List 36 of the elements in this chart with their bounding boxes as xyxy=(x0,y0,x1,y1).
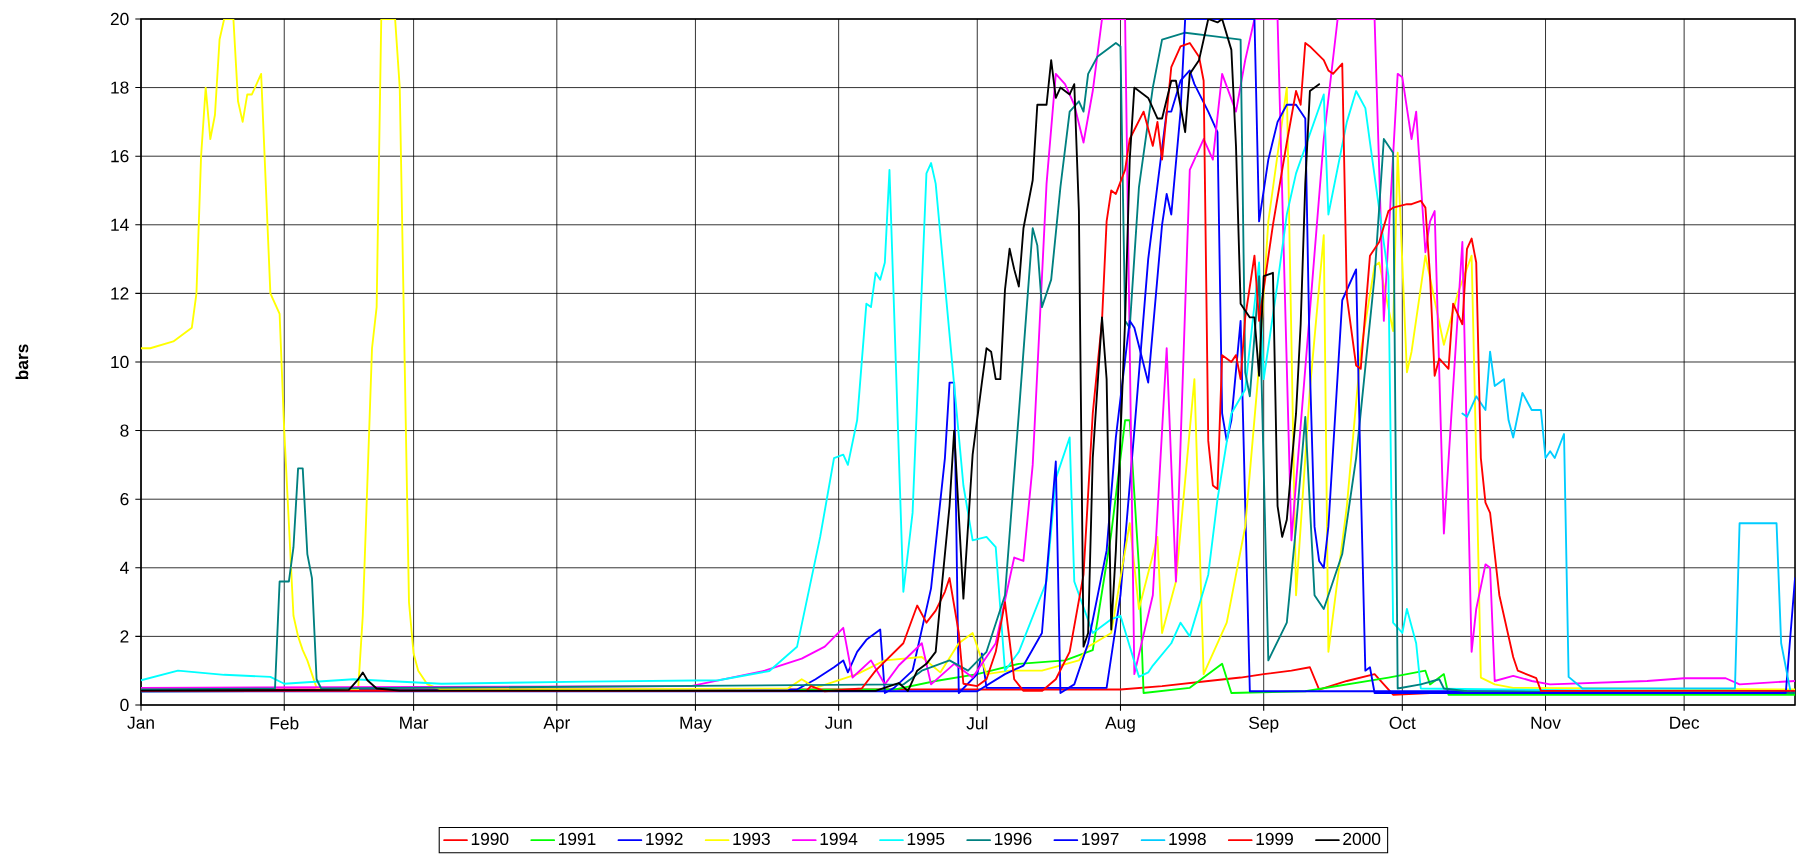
legend-label: 1994 xyxy=(820,832,858,846)
y-tick-label: 14 xyxy=(111,218,129,231)
y-tick-label: 20 xyxy=(110,12,129,26)
legend-label: 1995 xyxy=(907,832,945,846)
legend-label: 2000 xyxy=(1343,832,1381,846)
x-tick-label: Nov xyxy=(1531,716,1561,729)
legend-label: 1996 xyxy=(994,832,1032,846)
y-tick-label: 2 xyxy=(120,630,129,643)
y-axis-title: bars xyxy=(15,344,29,380)
x-tick-label: Feb xyxy=(270,716,299,730)
x-tick-label: May xyxy=(680,716,712,733)
x-tick-label: Mar xyxy=(400,716,429,729)
y-tick-label: 16 xyxy=(111,150,129,163)
x-tick-label: Apr xyxy=(543,716,571,733)
legend-label: 1991 xyxy=(559,832,596,846)
y-tick-label: 10 xyxy=(111,355,129,369)
line-series xyxy=(1461,350,1792,692)
legend-label: 1993 xyxy=(733,832,770,846)
legend-label: 1998 xyxy=(1169,832,1206,846)
legend-label: 1997 xyxy=(1082,832,1119,846)
legend-label: 1999 xyxy=(1256,832,1293,846)
y-tick-label: 12 xyxy=(111,287,129,300)
legend-label: 1992 xyxy=(646,832,683,846)
x-tick-label: Aug xyxy=(1105,716,1135,733)
y-tick-label: 6 xyxy=(120,493,129,506)
y-tick-label: 18 xyxy=(111,81,129,94)
x-tick-label: Dec xyxy=(1670,716,1700,729)
x-tick-label: Jan xyxy=(127,716,154,729)
y-tick-label: 4 xyxy=(120,561,129,574)
y-tick-label: 8 xyxy=(120,424,129,437)
x-tick-label: Sep xyxy=(1249,716,1279,733)
x-tick-label: Jun xyxy=(824,716,852,729)
y-tick-label: 0 xyxy=(120,698,129,712)
legend-label: 1990 xyxy=(471,832,509,846)
x-tick-label: Jul xyxy=(966,716,988,730)
x-tick-label: Oct xyxy=(1389,716,1416,729)
